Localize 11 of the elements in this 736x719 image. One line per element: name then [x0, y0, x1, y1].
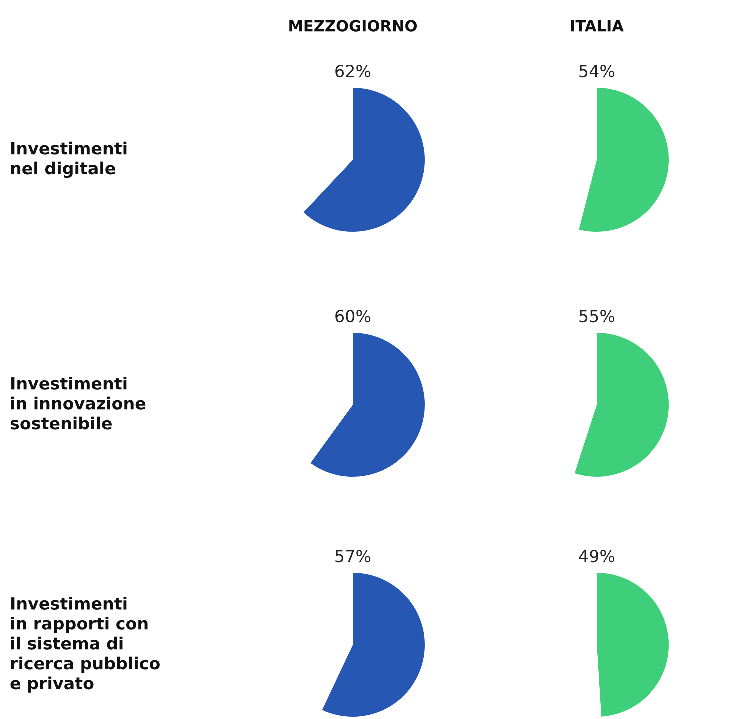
text: Investimenti in innovazione sostenibile: [10, 377, 146, 430]
data-label: 55%: [580, 310, 615, 323]
text: Investimenti nel digitale: [11, 142, 127, 178]
data-label: 49%: [579, 550, 615, 563]
data-label: 62%: [336, 64, 371, 78]
text: Investimenti in rapporti con il sistema di ricerca pubblico e privato: [10, 597, 160, 693]
chart-title: MEZZOGIORNO: [290, 20, 417, 32]
data-label: 57%: [336, 550, 371, 563]
data-label: 60%: [336, 310, 371, 323]
data-label: 54%: [580, 64, 615, 78]
chart-title: ITALIA: [571, 20, 624, 32]
